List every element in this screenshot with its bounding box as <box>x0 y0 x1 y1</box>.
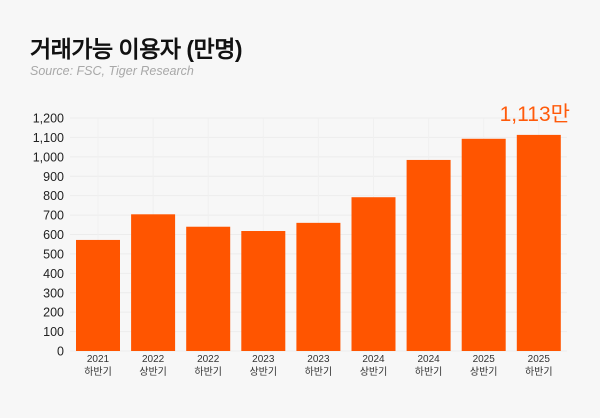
x-tick-label-half: 상반기 <box>470 366 498 378</box>
x-tick-label-year: 2023 <box>307 354 330 365</box>
x-tick-label-year: 2021 <box>87 354 110 365</box>
y-tick-label: 200 <box>43 306 64 320</box>
y-tick-label: 1,000 <box>33 150 64 164</box>
y-tick-label: 1,200 <box>33 112 64 126</box>
bar <box>241 231 286 351</box>
x-tick-label-half: 상반기 <box>360 366 388 378</box>
data-label: 1,113만 <box>500 103 570 126</box>
x-tick-label-half: 하반기 <box>525 365 553 378</box>
x-tick-label-year: 2024 <box>362 354 385 365</box>
y-tick-label: 400 <box>43 267 64 281</box>
x-tick-label-half: 하반기 <box>84 365 112 378</box>
y-tick-label: 1,100 <box>33 131 64 145</box>
x-tick-label-half: 상반기 <box>249 366 277 378</box>
y-tick-label: 900 <box>43 170 64 184</box>
chart-title: 거래가능 이용자 (만명) <box>30 36 243 62</box>
bar <box>296 222 341 351</box>
x-tick-label-half: 하반기 <box>194 365 222 378</box>
bar <box>406 159 451 351</box>
x-tick-label-year: 2023 <box>252 354 275 365</box>
bar <box>76 239 120 351</box>
y-tick-label: 0 <box>57 345 64 359</box>
y-tick-label: 800 <box>43 189 64 203</box>
x-tick-label-half: 하반기 <box>305 365 333 378</box>
bar <box>186 226 231 351</box>
y-tick-label: 700 <box>43 209 64 223</box>
y-tick-label: 500 <box>43 247 64 261</box>
y-tick-label: 100 <box>43 325 64 339</box>
bar <box>131 214 176 351</box>
bar <box>516 134 561 351</box>
x-tick-label-year: 2022 <box>142 354 165 365</box>
bar <box>351 197 396 351</box>
x-tick-label-year: 2025 <box>528 354 551 365</box>
x-tick-label-half: 하반기 <box>415 365 443 378</box>
chart-source: Source: FSC, Tiger Research <box>30 64 194 78</box>
x-tick-label-year: 2024 <box>417 354 440 365</box>
x-tick-label-half: 상반기 <box>139 366 167 378</box>
y-tick-label: 600 <box>43 228 64 242</box>
x-tick-label-year: 2022 <box>197 354 220 365</box>
bar <box>461 138 506 351</box>
x-tick-label-year: 2025 <box>473 354 496 365</box>
y-tick-label: 300 <box>43 286 64 300</box>
